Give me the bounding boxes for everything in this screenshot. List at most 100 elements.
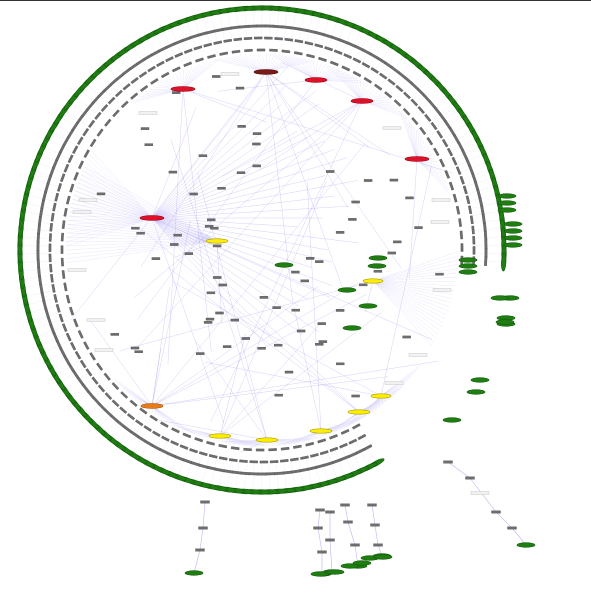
right-stack-leaf bbox=[503, 242, 523, 248]
gray-ring-outer bbox=[330, 35, 341, 42]
graph-edge bbox=[68, 219, 218, 242]
graph-edge bbox=[157, 419, 268, 441]
graph-edge bbox=[348, 74, 363, 102]
label-box bbox=[382, 126, 402, 130]
gray-ring-inner bbox=[218, 444, 228, 449]
gray-ring-middle bbox=[274, 37, 283, 41]
interior-node bbox=[130, 346, 140, 350]
graph-edge bbox=[219, 312, 382, 437]
graph-edge bbox=[28, 305, 58, 314]
gray-ring-outer bbox=[42, 191, 48, 201]
graph-edge bbox=[404, 71, 426, 94]
gray-ring-inner bbox=[280, 446, 290, 451]
gray-ring-inner bbox=[61, 220, 66, 229]
gray-ring-inner bbox=[317, 438, 327, 444]
gray-ring-middle bbox=[147, 65, 156, 73]
graph-edge bbox=[117, 420, 136, 445]
gray-ring-inner bbox=[195, 57, 204, 63]
gray-ring-middle bbox=[284, 37, 294, 42]
graph-edge bbox=[77, 182, 153, 219]
graph-edge bbox=[151, 221, 191, 407]
gray-ring-middle bbox=[174, 52, 184, 58]
gray-ring-middle bbox=[63, 163, 70, 173]
gray-ring-inner bbox=[63, 207, 68, 217]
right-stack-leaf bbox=[458, 257, 478, 263]
graph-edge bbox=[313, 455, 321, 485]
graph-edge bbox=[69, 378, 94, 397]
gray-ring-middle bbox=[143, 425, 152, 432]
graph-edge bbox=[20, 260, 51, 263]
graph-edge bbox=[284, 9, 288, 40]
graph-edge bbox=[399, 110, 418, 160]
graph-edge bbox=[416, 158, 448, 187]
graph-edge bbox=[438, 116, 464, 134]
branch-node bbox=[198, 526, 208, 530]
graph-edge bbox=[193, 549, 201, 574]
gray-ring-outer bbox=[483, 222, 487, 233]
graph-edge bbox=[132, 45, 149, 72]
graph-edge bbox=[291, 56, 317, 81]
graph-edge bbox=[372, 280, 456, 282]
gray-ring-middle bbox=[50, 273, 54, 283]
graph-edge bbox=[327, 411, 360, 435]
graph-edge bbox=[151, 217, 333, 263]
gray-ring-outer bbox=[289, 26, 300, 31]
gray-ring-outer bbox=[476, 189, 482, 200]
gray-ring-outer bbox=[198, 463, 209, 469]
graph-edge bbox=[300, 57, 317, 81]
gray-ring-inner bbox=[83, 341, 90, 350]
label-box bbox=[94, 348, 114, 352]
gray-ring-middle bbox=[310, 453, 319, 458]
graph-edge bbox=[19, 245, 51, 247]
graph-edge bbox=[151, 217, 319, 333]
gray-ring-middle bbox=[469, 215, 474, 225]
graph-edge bbox=[315, 63, 322, 81]
gray-ring-inner bbox=[458, 218, 462, 227]
interior-node bbox=[206, 291, 216, 295]
graph-edge bbox=[151, 405, 179, 428]
graph-edge bbox=[380, 166, 432, 397]
branch-leaf bbox=[373, 554, 393, 560]
graph-edge bbox=[91, 400, 114, 423]
graph-edge bbox=[283, 55, 317, 81]
graph-edge bbox=[120, 280, 374, 351]
graph-edge bbox=[182, 61, 208, 90]
graph-edge bbox=[409, 158, 418, 278]
gray-ring-middle bbox=[74, 350, 82, 360]
gray-ring-inner bbox=[129, 399, 138, 407]
graph-edge bbox=[473, 236, 504, 239]
graph-edge bbox=[113, 378, 153, 407]
graph-edge bbox=[151, 217, 308, 300]
interior-node bbox=[252, 142, 261, 146]
graph-edge bbox=[269, 8, 271, 39]
interior-node bbox=[296, 329, 306, 333]
graph-edge bbox=[151, 217, 433, 340]
graph-edge bbox=[186, 20, 196, 49]
interior-leaf bbox=[367, 263, 387, 269]
graph-edge bbox=[151, 405, 172, 424]
graph-edge bbox=[372, 280, 437, 339]
graph-edge bbox=[236, 9, 240, 40]
graph-edge bbox=[26, 194, 56, 202]
graph-edge bbox=[464, 177, 494, 187]
graph-edge bbox=[36, 326, 65, 338]
graph-edge bbox=[55, 123, 82, 140]
graph-edge bbox=[358, 397, 391, 413]
graph-edge bbox=[425, 95, 449, 116]
gray-ring-inner bbox=[69, 306, 75, 316]
graph-edge bbox=[90, 155, 153, 219]
graph-edge bbox=[313, 15, 322, 45]
graph-edge bbox=[151, 217, 299, 307]
gray-ring-inner bbox=[139, 407, 148, 415]
gray-ring-outer bbox=[468, 165, 475, 175]
interior-leaf bbox=[274, 262, 294, 268]
interior-node bbox=[393, 240, 402, 244]
gray-ring-inner bbox=[281, 49, 291, 54]
interior-node bbox=[218, 283, 227, 287]
graph-edge bbox=[119, 384, 153, 407]
gray-ring-inner bbox=[171, 66, 181, 73]
graph-edge bbox=[261, 53, 267, 73]
graph-edge bbox=[172, 281, 382, 397]
gray-ring-inner bbox=[160, 71, 170, 79]
